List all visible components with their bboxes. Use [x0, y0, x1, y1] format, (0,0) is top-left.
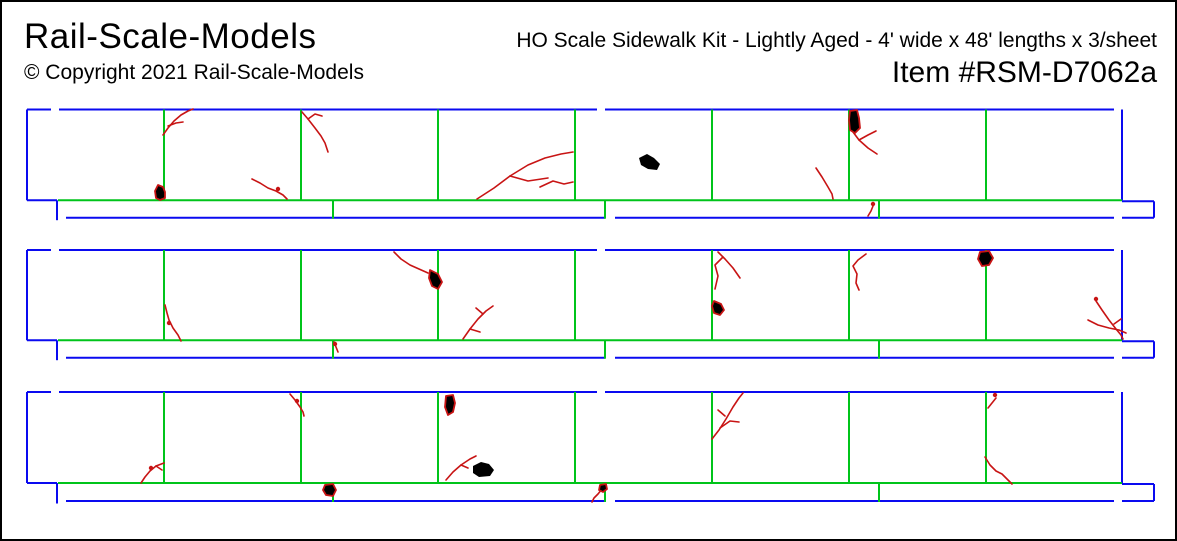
chip-dot: [166, 320, 172, 326]
blemish-blob: [444, 394, 456, 416]
chip-dot: [148, 465, 154, 471]
crack-line: [867, 205, 874, 217]
chip-dot: [992, 392, 998, 398]
crack-line: [289, 393, 305, 417]
blemish-blob: [473, 462, 494, 477]
sidewalk-strip: [26, 391, 1155, 504]
chip-dot: [870, 201, 876, 207]
chip-dot: [332, 341, 338, 347]
header-left: Rail-Scale-Models © Copyright 2021 Rail-…: [24, 16, 364, 85]
crack-line: [251, 178, 288, 200]
crack-line: [476, 151, 574, 200]
blemish-blob: [848, 109, 861, 134]
crack-line: [162, 108, 194, 136]
crack-line: [717, 409, 726, 417]
blemish-blob: [428, 269, 443, 290]
crack-line: [858, 130, 877, 141]
crack-line: [852, 253, 867, 291]
chip-dot: [275, 186, 281, 192]
blemish-marks: [154, 109, 994, 497]
crack-line: [714, 256, 724, 290]
crack-line: [509, 175, 549, 182]
crack-line: [393, 251, 429, 274]
blemish-blob: [322, 483, 337, 497]
crack-line: [711, 392, 744, 440]
crack-line: [140, 462, 165, 484]
crack-line: [167, 121, 184, 127]
crack-line: [164, 304, 182, 342]
crack-line: [462, 305, 494, 340]
blemish-blob: [598, 483, 608, 493]
crack-line: [539, 180, 574, 188]
crack-line: [984, 456, 1013, 485]
crack-line: [1087, 319, 1127, 334]
crack-line: [301, 111, 329, 153]
crack-line: [460, 464, 469, 469]
brand-title: Rail-Scale-Models: [24, 17, 317, 56]
chip-dot: [1093, 296, 1099, 302]
blemish-blob: [154, 184, 166, 201]
crack-line: [815, 167, 834, 200]
crack-line: [717, 251, 741, 279]
crack-line: [1095, 300, 1124, 340]
crack-marks: [140, 108, 1127, 503]
blemish-blob: [711, 300, 725, 316]
blemish-blob: [639, 154, 660, 170]
chip-dot: [294, 398, 300, 404]
sidewalk-strip: [26, 249, 1155, 361]
crack-line: [469, 328, 481, 333]
header-right: HO Scale Sidewalk Kit - Lightly Aged - 4…: [516, 28, 1157, 91]
sidewalk-strip: [26, 108, 1155, 221]
crack-line: [155, 465, 163, 471]
crack-line: [307, 113, 323, 120]
crack-line: [852, 131, 878, 155]
item-number: Item #RSM-D7062a: [891, 56, 1157, 90]
crack-line: [987, 397, 997, 409]
crack-line: [719, 420, 740, 429]
copyright-text: © Copyright 2021 Rail-Scale-Models: [24, 61, 364, 84]
crack-line: [1113, 318, 1122, 325]
product-description: HO Scale Sidewalk Kit - Lightly Aged - 4…: [516, 29, 1157, 52]
blemish-blob: [977, 250, 994, 267]
crack-line: [445, 455, 477, 481]
crack-line: [475, 307, 484, 315]
